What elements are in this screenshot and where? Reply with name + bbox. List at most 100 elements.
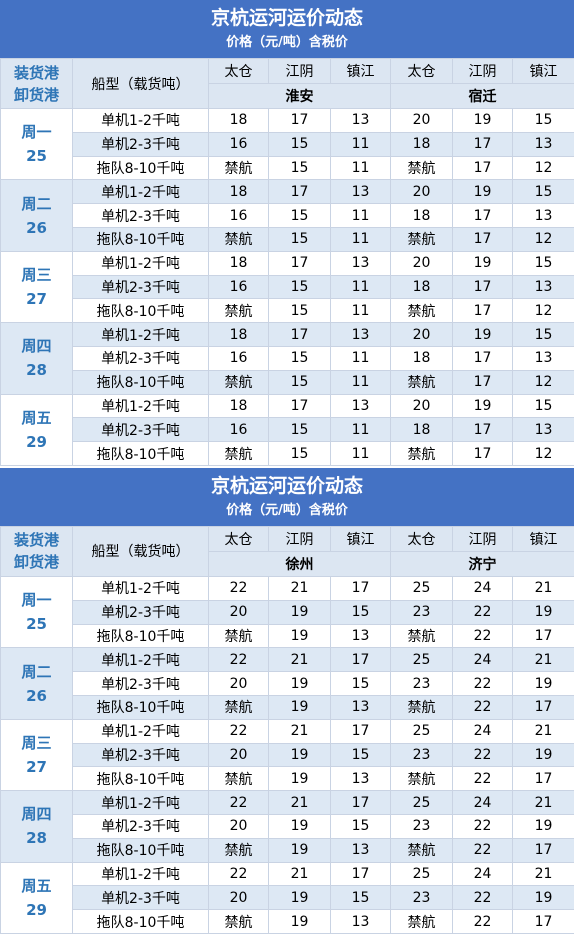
price: 20 <box>390 179 453 205</box>
ship-type: 单机1-2千吨 <box>72 108 209 133</box>
data-row: 拖队8-10千吨 禁航 19 13 禁航 22 17 <box>1 623 574 649</box>
price: 22 <box>208 575 269 601</box>
price: 19 <box>268 909 331 934</box>
price: 21 <box>512 718 574 744</box>
price: 20 <box>208 885 269 911</box>
price: 11 <box>330 441 391 466</box>
date: 25 <box>26 147 47 166</box>
header-row: 徐州 济宁 <box>1 550 574 577</box>
data-row: 单机2-3千吨 16 15 11 18 17 13 <box>1 417 574 443</box>
price: 22 <box>208 647 269 673</box>
price: 13 <box>512 274 574 300</box>
data-row: 周一 25 单机1-2千吨 18 17 13 20 19 15 <box>0 107 574 181</box>
data-row: 周四 28 单机1-2千吨 22 21 17 25 24 21 <box>0 790 574 863</box>
day-cell: 周一 25 <box>0 575 73 649</box>
port-header: 装货港 卸货港 <box>0 525 73 577</box>
price: 11 <box>330 298 391 324</box>
header-row: 装货港 卸货港 船型（载货吨） 太仓 江阴 镇江 太仓 江阴 镇江 <box>0 58 574 109</box>
price: 13 <box>330 766 391 792</box>
price: 18 <box>390 131 453 157</box>
price: 20 <box>208 742 269 768</box>
loading-port: 宿迁 <box>390 83 574 109</box>
price: 17 <box>512 766 574 792</box>
data-row: 单机2-3千吨 20 19 15 23 22 19 <box>1 885 574 911</box>
day: 周三 <box>21 733 52 752</box>
price: 禁航 <box>208 155 269 181</box>
price: 17 <box>452 298 513 324</box>
data-row: 拖队8-10千吨 禁航 19 13 禁航 22 17 <box>1 837 574 863</box>
title-band: 京杭运河运价动态 价格（元/吨）含税价 <box>0 0 574 58</box>
price: 16 <box>208 417 269 443</box>
price: 21 <box>268 718 331 744</box>
ship-type: 单机2-3千吨 <box>72 813 209 839</box>
day-cell: 周二 26 <box>0 647 73 720</box>
destination: 江阴 <box>268 58 331 84</box>
price: 禁航 <box>390 694 453 720</box>
data-row: 拖队8-10千吨 禁航 19 13 禁航 22 17 <box>1 694 574 720</box>
price: 20 <box>390 393 453 419</box>
data-row: 单机2-3千吨 20 19 15 23 22 19 <box>1 742 574 768</box>
day: 周二 <box>21 662 52 681</box>
unload-label: 卸货港 <box>13 553 59 572</box>
price: 禁航 <box>390 623 453 649</box>
ship-type: 单机2-3千吨 <box>72 203 209 228</box>
price: 19 <box>268 837 331 863</box>
port-header: 装货港 卸货港 <box>0 58 73 109</box>
price: 17 <box>452 345 513 371</box>
price: 17 <box>452 417 513 443</box>
ship-type: 拖队8-10千吨 <box>72 694 209 720</box>
data-row: 周二 26 单机1-2千吨 22 21 17 25 24 21 <box>0 647 574 720</box>
price: 21 <box>512 790 574 815</box>
price: 19 <box>268 694 331 720</box>
price: 21 <box>512 861 574 887</box>
price: 禁航 <box>390 909 453 934</box>
ship-type: 拖队8-10千吨 <box>72 369 209 395</box>
price: 16 <box>208 274 269 300</box>
price: 20 <box>390 322 453 347</box>
price: 禁航 <box>390 226 453 252</box>
price: 13 <box>330 623 391 649</box>
price: 13 <box>512 131 574 157</box>
price: 21 <box>512 647 574 673</box>
price: 19 <box>452 393 513 419</box>
price: 22 <box>452 909 513 934</box>
price: 22 <box>452 623 513 649</box>
ship-type: 单机1-2千吨 <box>72 322 209 347</box>
price: 15 <box>512 108 574 133</box>
price: 15 <box>330 671 391 696</box>
ship-type: 拖队8-10千吨 <box>72 226 209 252</box>
price: 22 <box>208 790 269 815</box>
price: 19 <box>268 813 331 839</box>
price: 21 <box>268 575 331 601</box>
price: 17 <box>452 226 513 252</box>
price: 禁航 <box>208 298 269 324</box>
data-row: 单机2-3千吨 16 15 11 18 17 13 <box>1 131 574 157</box>
price: 12 <box>512 298 574 324</box>
price: 禁航 <box>208 226 269 252</box>
load-label: 装货港 <box>13 63 59 82</box>
ship-header: 船型（载货吨） <box>72 525 209 577</box>
price: 17 <box>512 623 574 649</box>
price: 24 <box>452 647 513 673</box>
data-row: 周一 25 单机1-2千吨 22 21 17 25 24 21 <box>0 575 574 649</box>
ship-type: 单机2-3千吨 <box>72 599 209 625</box>
price: 19 <box>268 766 331 792</box>
price: 19 <box>512 599 574 625</box>
day: 周五 <box>21 876 52 895</box>
date: 25 <box>26 615 47 634</box>
destination: 镇江 <box>330 525 391 552</box>
ship-type: 单机2-3千吨 <box>72 742 209 768</box>
price: 22 <box>452 766 513 792</box>
data-row: 拖队8-10千吨 禁航 19 13 禁航 22 17 <box>1 909 574 934</box>
subtitle: 价格（元/吨）含税价 <box>226 35 348 50</box>
date: 28 <box>26 361 47 380</box>
price: 禁航 <box>390 441 453 466</box>
price: 禁航 <box>390 298 453 324</box>
price: 17 <box>268 250 331 276</box>
price: 13 <box>330 393 391 419</box>
data-row: 单机2-3千吨 20 19 15 23 22 19 <box>1 599 574 625</box>
price: 20 <box>208 671 269 696</box>
price: 18 <box>208 108 269 133</box>
loading-port: 徐州 <box>208 550 391 577</box>
price: 11 <box>330 345 391 371</box>
